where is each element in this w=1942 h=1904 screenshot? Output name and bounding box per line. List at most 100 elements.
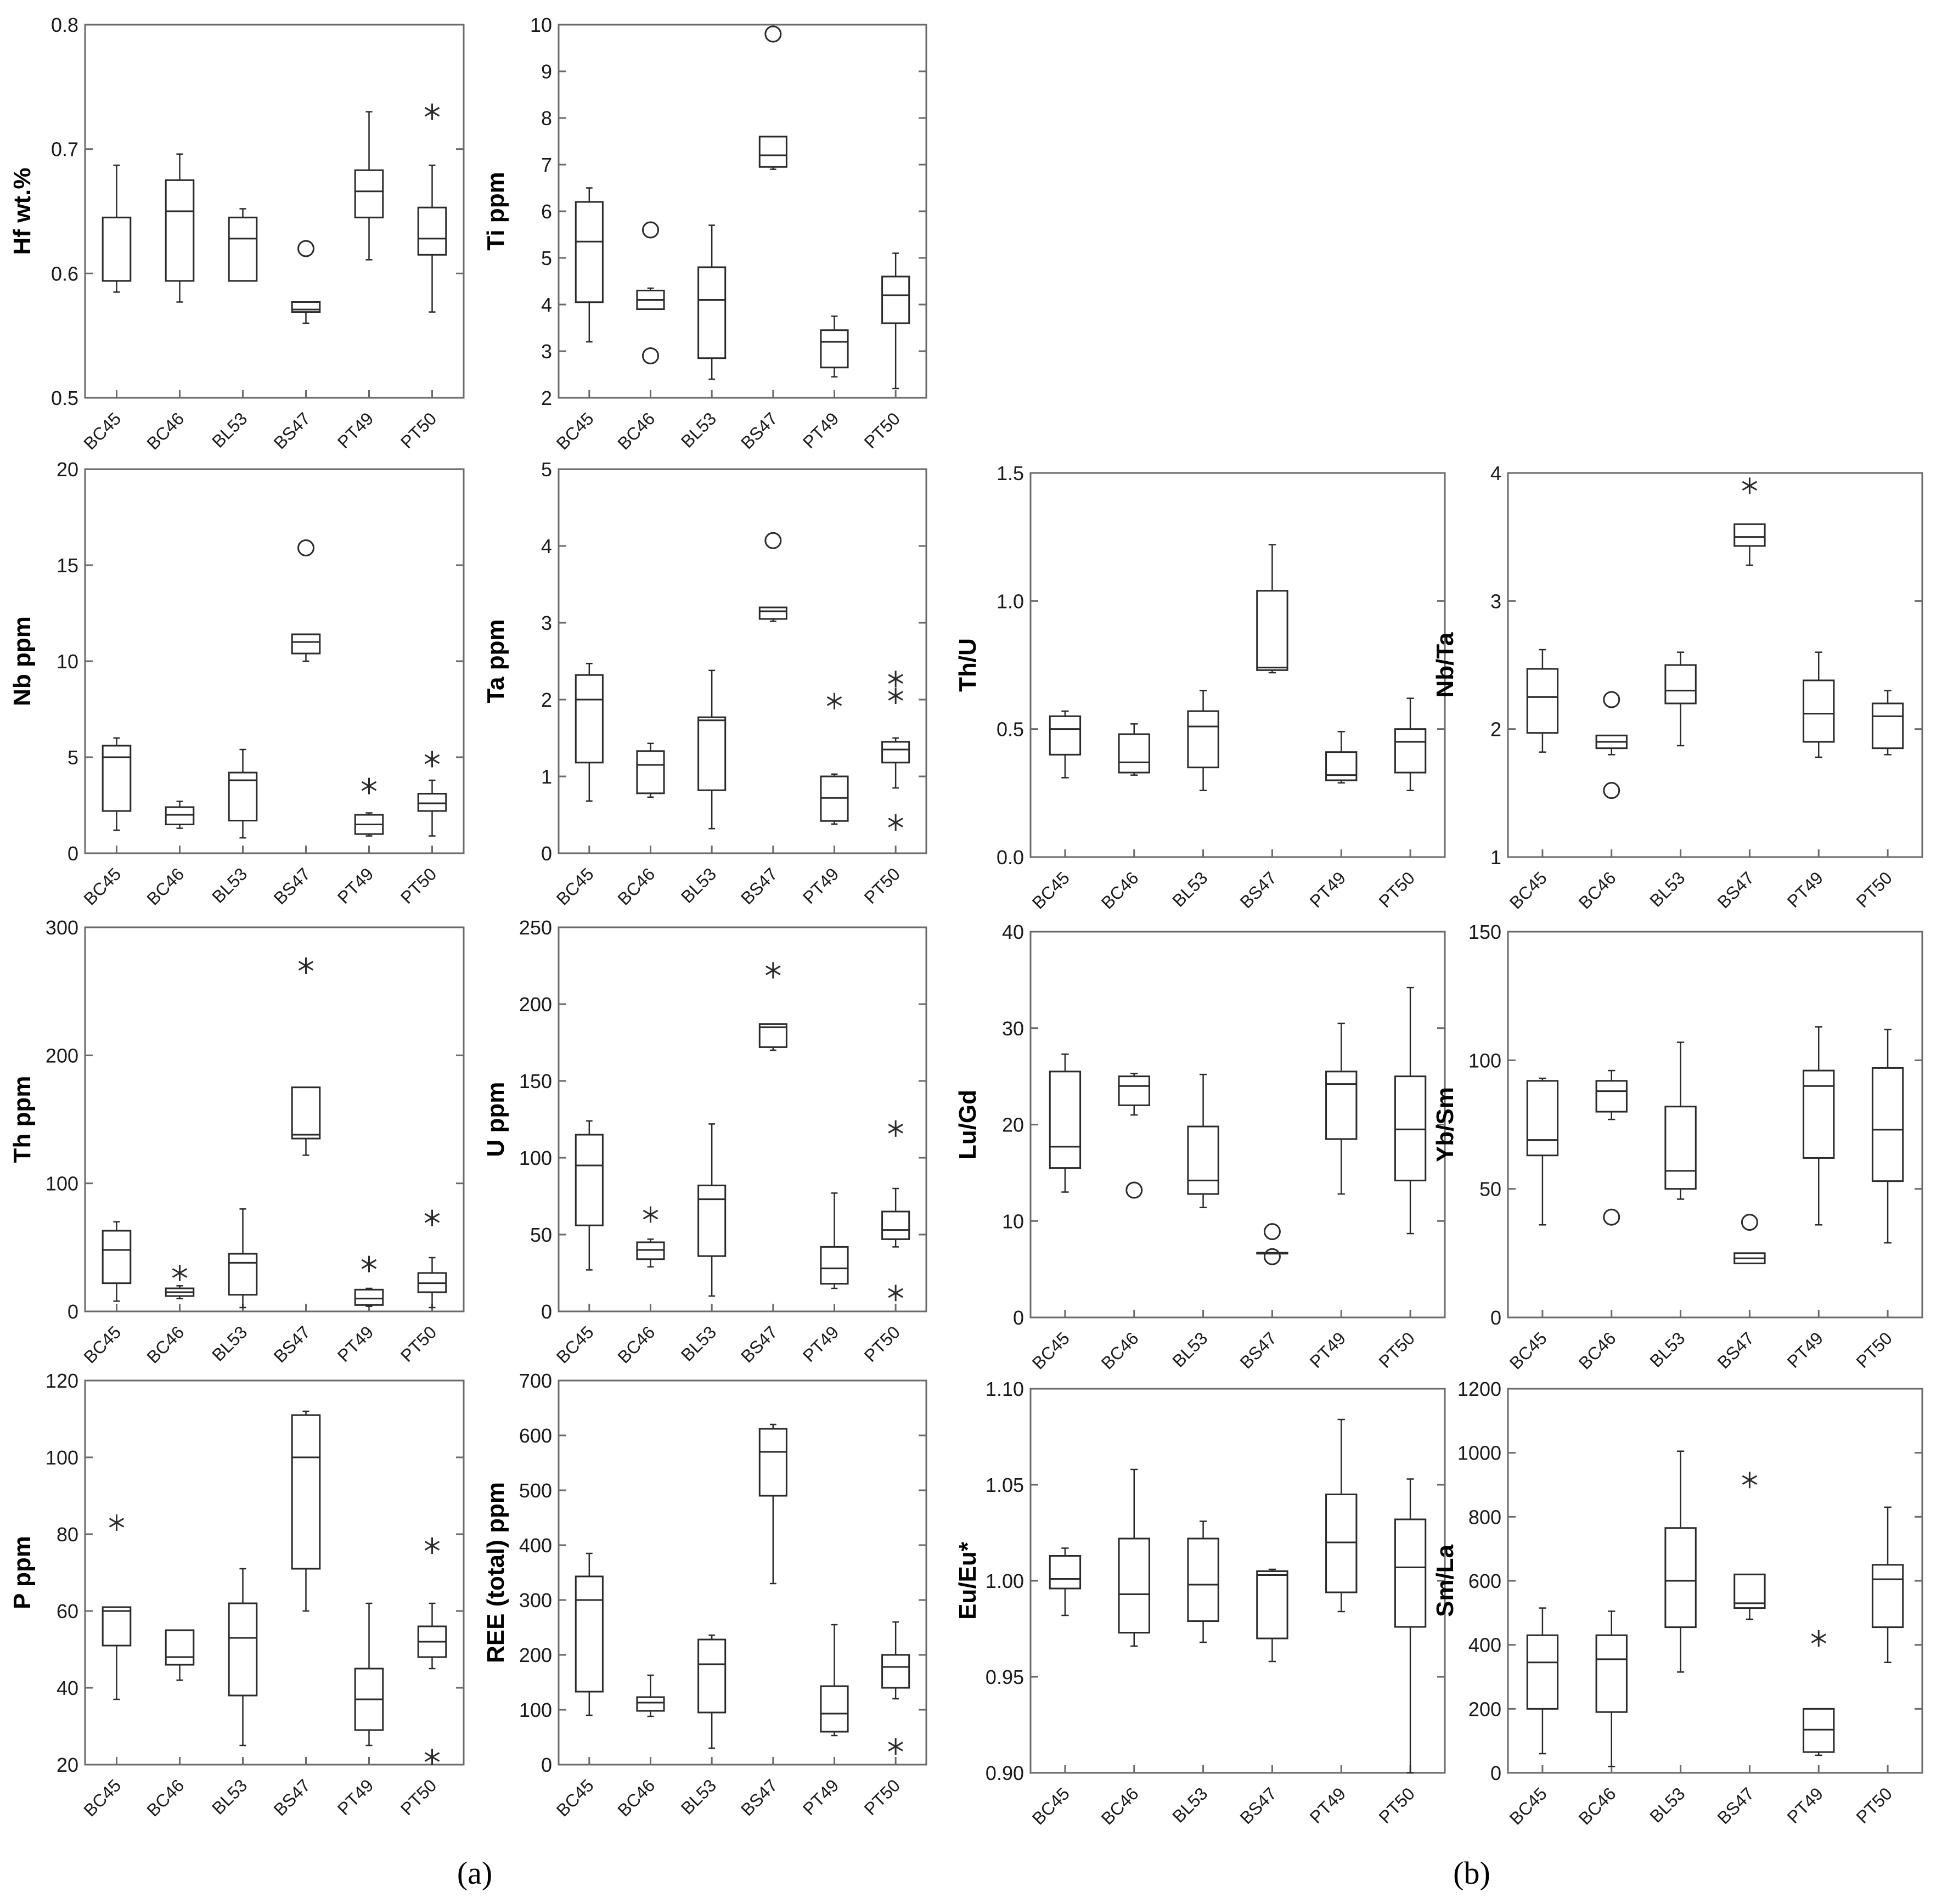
outlier-star bbox=[888, 671, 903, 688]
outlier-circle bbox=[1603, 691, 1620, 708]
x-tick-label: BL53 bbox=[1646, 1328, 1688, 1371]
y-tick-label: 0 bbox=[67, 1300, 78, 1323]
box-PT50 bbox=[1394, 697, 1427, 791]
x-tick-label: BL53 bbox=[677, 1775, 720, 1818]
box-body bbox=[291, 633, 321, 655]
x-tick-label: BC46 bbox=[1575, 1328, 1620, 1373]
box-BC45 bbox=[102, 1221, 132, 1302]
y-tick-label: 2 bbox=[1490, 718, 1501, 741]
outlier-star bbox=[424, 751, 440, 768]
x-tick-label: BS47 bbox=[270, 1775, 314, 1819]
box-BC46 bbox=[165, 153, 195, 303]
box-BL53 bbox=[697, 1634, 727, 1749]
box-body bbox=[575, 201, 604, 303]
chart-nbta: 1 2 3 4 Nb/Ta BC45 BC46 BL53 BS47 PT49 PT50 bbox=[1432, 462, 1923, 913]
x-tick-label: BC46 bbox=[1575, 1783, 1620, 1828]
box-PT50 bbox=[417, 751, 447, 837]
outlier-star-stroke bbox=[826, 696, 842, 706]
outlier-star-stroke bbox=[643, 1209, 658, 1220]
x-tick-label: BC46 bbox=[143, 1322, 188, 1367]
outlier-star-stroke bbox=[172, 1268, 188, 1278]
box-body bbox=[228, 1253, 258, 1296]
box-body bbox=[1187, 1125, 1219, 1195]
box-PT49 bbox=[354, 1255, 384, 1307]
x-tick-label: PT49 bbox=[1783, 1328, 1827, 1372]
outlier-circle bbox=[1263, 1223, 1281, 1241]
chart-nb: 0 5 10 15 20 Nb ppm BC45 BC46 BL53 BS47 PT49 PT50 bbox=[9, 458, 465, 909]
box-body bbox=[881, 1210, 910, 1240]
outlier-star-stroke bbox=[424, 754, 440, 764]
y-tick-label: 200 bbox=[519, 993, 552, 1016]
outlier-star bbox=[888, 1285, 903, 1302]
y-tick-label: 0 bbox=[1490, 1306, 1501, 1329]
outlier-star-stroke bbox=[888, 818, 903, 827]
x-tick-label: BC46 bbox=[1575, 867, 1620, 912]
box-body bbox=[1394, 1518, 1427, 1628]
x-tick-label: PT50 bbox=[397, 1775, 441, 1819]
x-tick-label: BC46 bbox=[1097, 867, 1142, 912]
y-tick-label: 200 bbox=[1468, 1698, 1501, 1720]
box-body bbox=[291, 1086, 321, 1140]
box-body bbox=[820, 1246, 849, 1285]
outlier-circle bbox=[764, 532, 782, 549]
y-tick-label: 200 bbox=[46, 1044, 78, 1067]
box-body bbox=[165, 1629, 195, 1666]
box-body bbox=[354, 1288, 384, 1306]
box-BL53 bbox=[1187, 1520, 1219, 1643]
y-tick-label: 2 bbox=[541, 387, 552, 409]
box-BC45 bbox=[1049, 1547, 1082, 1616]
box-body bbox=[636, 1696, 665, 1712]
chart-eu: 0.90 0.95 1.00 1.05 1.10 Eu/Eu* BC45 BC46 BL53 BS… bbox=[954, 1378, 1446, 1829]
box-body bbox=[1118, 1537, 1150, 1633]
box-body bbox=[1803, 679, 1835, 743]
outlier-star bbox=[643, 1206, 658, 1223]
box-body bbox=[1118, 733, 1150, 774]
box-body bbox=[1394, 728, 1427, 774]
box-PT50 bbox=[881, 252, 910, 390]
box-BS47 bbox=[291, 1410, 321, 1612]
chart-u: 0 50 100 150 200 250 U ppm BC45 BC46 BL53 BS47 PT49… bbox=[482, 916, 927, 1367]
box-body bbox=[1595, 1634, 1628, 1713]
y-tick-label: 100 bbox=[519, 1699, 552, 1721]
box-PT49 bbox=[1803, 651, 1835, 758]
y-tick-label: 5 bbox=[541, 458, 552, 481]
y-tick-label: 9 bbox=[541, 60, 552, 83]
box-BC46 bbox=[1595, 691, 1628, 799]
chart-p: 20 40 60 80 100 120 P ppm BC45 BC46 BL53 BS47 PT49 P… bbox=[9, 1370, 465, 1821]
y-axis-label: P ppm bbox=[9, 1536, 36, 1609]
box-BC45 bbox=[102, 737, 132, 831]
plot-frame bbox=[84, 926, 465, 1312]
y-tick-label: 7 bbox=[541, 154, 552, 176]
y-tick-label: 0.0 bbox=[997, 846, 1024, 869]
box-BL53 bbox=[697, 1123, 727, 1297]
x-tick-label: PT50 bbox=[397, 408, 441, 452]
box-BC46 bbox=[636, 1206, 665, 1268]
chart-ti: 2 3 4 5 6 7 8 9 10 Ti ppm BC45 BC46 BL53 BS47 PT49 PT50 bbox=[482, 14, 927, 454]
box-BC45 bbox=[1526, 649, 1559, 753]
box-BS47 bbox=[1256, 1223, 1288, 1265]
outlier-circle bbox=[1603, 1208, 1620, 1226]
box-PT49 bbox=[820, 316, 849, 378]
y-tick-label: 4 bbox=[541, 294, 552, 316]
box-body bbox=[881, 275, 910, 324]
box-body bbox=[1325, 1494, 1358, 1593]
y-tick-label: 100 bbox=[46, 1446, 78, 1469]
box-BC46 bbox=[1595, 1610, 1628, 1767]
x-tick-label: BL53 bbox=[1168, 1328, 1211, 1371]
x-tick-label: PT49 bbox=[799, 408, 843, 452]
box-PT50 bbox=[1871, 1028, 1904, 1244]
box-body bbox=[758, 606, 787, 620]
chart-ree: 0 100 200 300 400 500 600 700 REE (total) ppm BC4… bbox=[482, 1370, 927, 1821]
y-tick-label: 40 bbox=[57, 1677, 78, 1699]
plot-frame bbox=[558, 24, 927, 399]
box-BS47 bbox=[1733, 1214, 1766, 1265]
outlier-star-stroke bbox=[1742, 481, 1758, 491]
y-tick-label: 60 bbox=[57, 1600, 78, 1623]
y-tick-label: 0.6 bbox=[51, 262, 78, 285]
y-tick-label: 100 bbox=[519, 1147, 552, 1169]
y-tick-label: 0.90 bbox=[986, 1762, 1024, 1784]
box-body bbox=[1118, 1075, 1150, 1106]
box-BC45 bbox=[1526, 1077, 1559, 1226]
box-PT49 bbox=[820, 1192, 849, 1289]
